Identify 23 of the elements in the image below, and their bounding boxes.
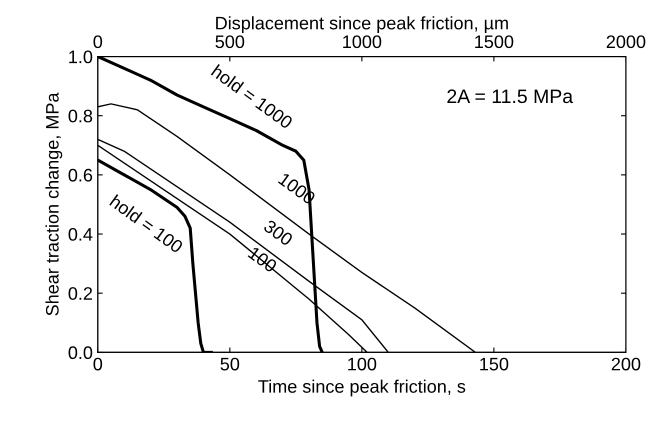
x2-tick-label: 1000 <box>343 35 382 48</box>
x2-tick-label: 0 <box>93 35 102 48</box>
annotation: 2A = 11.5 MPa <box>447 89 574 104</box>
text: hold = 1000 <box>210 64 294 130</box>
y-axis-title: Shear traction change, MPa <box>45 92 62 316</box>
x2-tick-label: 1500 <box>475 35 514 48</box>
x-tick-label: 200 <box>612 358 640 370</box>
x2-axis-title: Displacement since peak friction, µm <box>216 16 508 34</box>
x2-tick-label: 2000 <box>606 35 646 48</box>
y-tick-label: 0.8 <box>68 110 92 122</box>
y-tick-label: 1.0 <box>69 50 92 64</box>
y-tick-label: 0.4 <box>68 228 92 241</box>
text: 300 <box>262 219 294 246</box>
x2-tick-label: 500 <box>215 35 244 48</box>
y-tick-label: 0.2 <box>68 287 92 300</box>
x-tick-label: 100 <box>348 358 376 370</box>
y-tick-label: 0.0 <box>68 346 92 360</box>
x-tick-label: 150 <box>480 358 508 370</box>
x-axis-title: Time since peak friction, s <box>258 380 466 396</box>
x-tick-label: 0 <box>93 358 102 370</box>
y-tick-label: 0.6 <box>68 168 92 182</box>
text: hold = 100 <box>109 194 184 254</box>
x-tick-label: 50 <box>220 358 240 370</box>
